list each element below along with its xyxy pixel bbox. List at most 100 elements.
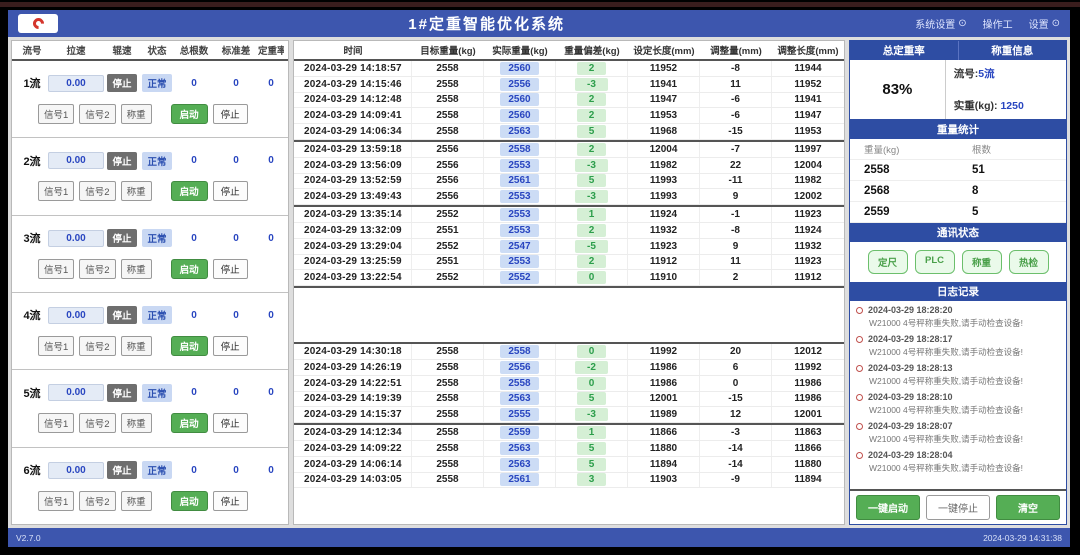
stats-weight-value: 2559 [850, 202, 958, 223]
weigh-button[interactable]: 称重 [120, 335, 152, 356]
stream-std-dev: 0 [233, 232, 239, 244]
cell-target-weight: 2558 [412, 425, 484, 440]
cell-actual-weight: 2556 [484, 76, 556, 92]
log-message: W21000 4号秤称重失败,请手动检查设备! [869, 318, 1023, 328]
cell-adjust-amount: -6 [700, 92, 772, 108]
table-row: 2024-03-29 14:18:57 2558 2560 2 11952 -8… [294, 61, 844, 77]
comm-status-buttons: 定尺 PLC 称重 热检 [850, 242, 1066, 282]
stream-status-row: 2流 0.00 停止 正常 0 0 0 [16, 151, 284, 170]
cell-adjust-amount: 0 [700, 375, 772, 391]
signal2-button[interactable]: 信号2 [79, 413, 116, 434]
stop-button[interactable]: 停止 [212, 490, 248, 511]
cell-actual-weight: 2558 [484, 141, 556, 157]
start-button[interactable]: 启动 [170, 413, 208, 434]
records-section-5: 2024-03-29 14:30:18 2558 2558 0 11992 20… [294, 344, 844, 426]
top-strip [0, 2, 1080, 7]
start-button[interactable]: 启动 [170, 103, 208, 124]
cell-adjusted-length: 11986 [794, 377, 822, 389]
start-button[interactable]: 启动 [170, 181, 208, 202]
signal2-button[interactable]: 信号2 [79, 258, 116, 279]
logo-swirl-icon [30, 15, 46, 32]
company-logo-icon [18, 14, 58, 33]
stop-button[interactable]: 停止 [212, 181, 248, 202]
cell-time: 2024-03-29 14:09:22 [294, 440, 412, 456]
log-message: W21000 4号秤称重失败,请手动检查设备! [869, 463, 1023, 473]
cell-set-length: 11989 [628, 407, 700, 423]
stream-name: 3流 [23, 233, 41, 246]
start-button[interactable]: 启动 [170, 258, 208, 279]
table-row: 2024-03-29 13:32:09 2551 2553 2 11932 -8… [294, 222, 844, 239]
clear-button[interactable]: 清空 [996, 495, 1060, 520]
log-entry: 2024-03-29 18:28:07 W21000 4号秤称重失败,请手动检查… [856, 421, 1060, 445]
comm-btn-1[interactable]: PLC [914, 250, 955, 274]
stream-no-value: 5流 [978, 68, 995, 80]
cell-actual-weight: 2563 [484, 456, 556, 472]
menu-item-label: 设置 [1028, 20, 1049, 31]
cell-adjust-amount: -6 [700, 108, 772, 124]
start-button[interactable]: 启动 [170, 335, 208, 356]
signal1-button[interactable]: 信号1 [38, 258, 75, 279]
gear-icon: ⊙ [958, 18, 967, 29]
signal2-button[interactable]: 信号2 [79, 181, 116, 202]
cell-actual-weight: 2553 [484, 254, 556, 270]
cell-actual-weight: 2560 [484, 92, 556, 108]
cell-weight-deviation: 5 [556, 456, 628, 472]
comm-btn-3[interactable]: 热检 [1008, 250, 1049, 274]
stats-weight-value: 2558 [850, 160, 958, 181]
start-button[interactable]: 启动 [170, 490, 208, 511]
stream-run-state-badge: 停止 [107, 151, 137, 170]
stream-std-dev: 0 [233, 77, 239, 89]
cell-weight-deviation: 5 [556, 173, 628, 189]
signal2-button[interactable]: 信号2 [79, 335, 116, 356]
stop-button[interactable]: 停止 [212, 335, 248, 356]
signal1-button[interactable]: 信号1 [38, 181, 75, 202]
weigh-button[interactable]: 称重 [120, 103, 152, 124]
streams-column-label: 定重率 [258, 46, 284, 57]
signal1-button[interactable]: 信号1 [38, 335, 75, 356]
signal2-button[interactable]: 信号2 [79, 103, 116, 124]
weigh-button[interactable]: 称重 [120, 181, 152, 202]
weigh-button[interactable]: 称重 [120, 258, 152, 279]
comm-btn-2[interactable]: 称重 [961, 250, 1002, 274]
cell-time: 2024-03-29 14:15:37 [294, 407, 412, 423]
stop-all-button[interactable]: 一键停止 [926, 495, 990, 520]
cell-time: 2024-03-29 13:56:09 [294, 157, 412, 173]
streams-list: 1流 0.00 停止 正常 0 0 0 信号1 信号2 称重 启动 停止 2流 … [12, 61, 288, 524]
weigh-button[interactable]: 称重 [120, 490, 152, 511]
signal1-button[interactable]: 信号1 [38, 490, 75, 511]
cell-target-weight: 2552 [412, 270, 484, 286]
cell-time: 2024-03-29 14:12:48 [294, 92, 412, 108]
weight-stats-rows: 2558 51 2568 8 2559 5 [850, 160, 1066, 223]
menu-item-1[interactable]: 操作工 [983, 16, 1013, 31]
stream-buttons-row: 信号1 信号2 称重 启动 停止 [16, 103, 284, 124]
cell-adjust-amount: -14 [700, 456, 772, 472]
stream-status-row: 6流 0.00 停止 正常 0 0 0 [16, 461, 284, 480]
records-table: 时间 目标重量(kg) 实际重量(kg) 重量偏差(kg) 设定长度(mm) 调整量(mm… [293, 40, 845, 525]
cell-set-length: 11993 [628, 173, 700, 189]
cell-actual-weight: 2560 [484, 61, 556, 76]
menu-item-0[interactable]: 系统设置 ⊙ [915, 16, 966, 31]
cell-adjusted-length: 11923 [794, 209, 822, 221]
records-section-2: 2024-03-29 13:59:18 2556 2558 2 12004 -7… [294, 141, 844, 208]
stop-button[interactable]: 停止 [212, 103, 248, 124]
records-column-label: 重量偏差(kg) [564, 46, 620, 57]
start-all-button[interactable]: 一键启动 [856, 495, 920, 520]
stream-health-badge: 正常 [142, 74, 172, 93]
table-row: 2024-03-29 13:52:59 2556 2561 5 11993 -1… [294, 173, 844, 190]
stop-button[interactable]: 停止 [212, 413, 248, 434]
log-list[interactable]: 2024-03-29 18:28:20 W21000 4号秤称重失败,请手动检查… [850, 301, 1066, 491]
records-section-4 [294, 288, 844, 345]
signal1-button[interactable]: 信号1 [38, 103, 75, 124]
stream-buttons-row: 信号1 信号2 称重 启动 停止 [16, 181, 284, 202]
weigh-button[interactable]: 称重 [120, 413, 152, 434]
signal1-button[interactable]: 信号1 [38, 413, 75, 434]
cell-weight-deviation: -3 [556, 407, 628, 423]
table-row: 2024-03-29 14:15:37 2558 2555 -3 11989 1… [294, 407, 844, 424]
cell-adjusted-length: 12002 [794, 191, 822, 203]
table-row: 2024-03-29 13:25:59 2551 2553 2 11912 11… [294, 254, 844, 271]
cell-adjust-amount: 22 [700, 157, 772, 173]
comm-btn-0[interactable]: 定尺 [867, 250, 908, 274]
stop-button[interactable]: 停止 [212, 258, 248, 279]
menu-item-2[interactable]: 设置 ⊙ [1029, 16, 1060, 31]
signal2-button[interactable]: 信号2 [79, 490, 116, 511]
